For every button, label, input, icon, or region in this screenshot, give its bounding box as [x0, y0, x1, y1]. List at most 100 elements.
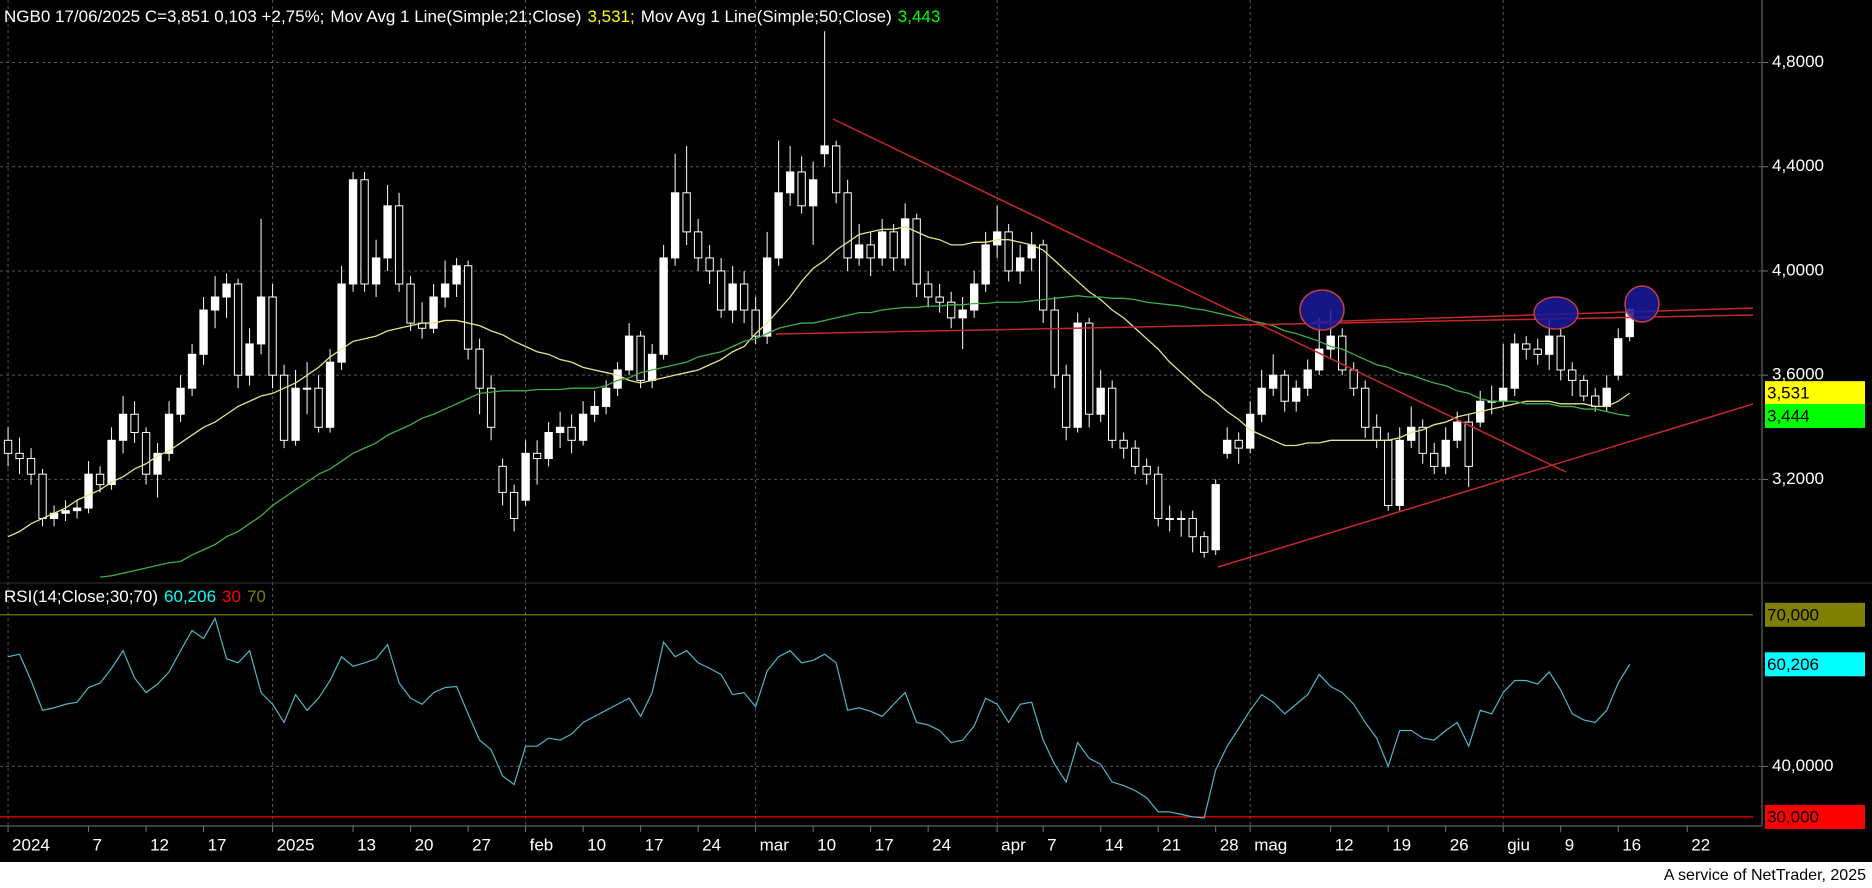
x-tick-label: 7 — [93, 835, 102, 854]
candle-body — [1545, 335, 1554, 355]
candle-body — [1579, 379, 1588, 397]
candle-body — [1418, 426, 1427, 454]
x-tick-label: 26 — [1450, 835, 1469, 854]
candle-body — [176, 387, 185, 415]
highlight-circle — [1299, 289, 1345, 331]
candle-body — [360, 179, 369, 285]
legend-value: 3,531; — [587, 7, 634, 26]
legend-value: 60,206 — [164, 587, 216, 606]
candle-body — [555, 426, 565, 433]
candle-body — [1050, 309, 1059, 376]
candle-body — [199, 309, 208, 355]
candle-body — [107, 439, 116, 486]
x-tick-label: 2024 — [12, 835, 50, 854]
candle-body — [291, 387, 300, 441]
candle-body — [1533, 348, 1542, 355]
candle-body — [1591, 395, 1600, 407]
candle-body — [946, 301, 956, 319]
trend-line — [1312, 307, 1754, 323]
overlay: 3,531 3,444 NGB0 17/06/2025 C=3,851 0,103 … — [4, 7, 1865, 829]
candle-body — [153, 452, 162, 475]
x-tick-label: apr — [1001, 835, 1026, 854]
x-tick-label: mar — [760, 835, 790, 854]
candle-body — [256, 296, 266, 345]
candle-body — [1073, 322, 1082, 428]
candle-body — [1338, 335, 1347, 371]
candle-body — [532, 452, 542, 460]
candle-body — [440, 283, 450, 298]
y-tick-label: 3,6000 — [1772, 365, 1824, 384]
candle-body — [452, 265, 461, 285]
x-tick-label: 22 — [1691, 835, 1710, 854]
header: NGB0 17/06/2025 C=3,851 0,103 +2,75%; Mov… — [4, 7, 940, 26]
candle-body — [774, 192, 783, 259]
candle-body — [969, 283, 979, 311]
x-tick-label: 10 — [817, 835, 836, 854]
candle-body — [716, 270, 726, 311]
candle-body — [1315, 348, 1324, 371]
candle-body — [831, 145, 841, 194]
candle-body — [95, 473, 105, 486]
candle-body — [1038, 244, 1048, 311]
candle-body — [820, 145, 829, 155]
candle-body — [233, 283, 243, 376]
highlight-circle — [1533, 296, 1579, 330]
level-label: 30,000 — [1767, 807, 1819, 826]
candle-body — [601, 387, 611, 407]
x-tick-label: 2025 — [277, 835, 315, 854]
candle-body — [26, 458, 36, 475]
candle-body — [1395, 439, 1404, 506]
candle-body — [210, 296, 220, 311]
x-tick-label: 24 — [702, 835, 721, 854]
candle-body — [245, 343, 254, 376]
candle-body — [475, 348, 484, 389]
candle-body — [785, 171, 795, 194]
legend-name: Mov Avg 1 Line(Simple;50;Close) — [641, 7, 892, 26]
candle-body — [728, 283, 737, 311]
candle-body — [1602, 387, 1611, 407]
moving-average-line — [99, 295, 1630, 578]
candle-body — [314, 387, 323, 428]
x-tick-label: 7 — [1047, 835, 1056, 854]
y-tick-label: 3,2000 — [1772, 469, 1824, 488]
candle-body — [84, 473, 93, 509]
plot-area — [0, 31, 1753, 819]
candle-body — [463, 265, 473, 350]
candle-body — [1349, 369, 1358, 389]
candle-body — [1326, 335, 1335, 350]
x-tick-label: 17 — [875, 835, 894, 854]
candle-body — [843, 192, 852, 259]
candle-body — [981, 244, 990, 285]
candle-body — [1142, 465, 1151, 475]
footer-band — [0, 862, 1872, 888]
candle-body — [762, 257, 772, 337]
moving-average-line — [7, 225, 1631, 538]
candle-body — [900, 218, 910, 259]
grid: 2024 7 12 17 2025 13 20 27 feb 10 17 24 mar 10 17 24 apr… — [0, 0, 1833, 854]
x-tick-label: 17 — [645, 835, 664, 854]
candle-body — [1130, 447, 1140, 467]
candle-body — [279, 374, 289, 441]
candle-body — [3, 439, 13, 454]
candle-body — [1211, 484, 1220, 551]
candle-body — [325, 361, 335, 428]
candle-body — [1522, 343, 1531, 350]
candle-body — [429, 296, 438, 329]
candle-body — [544, 431, 553, 460]
candle-body — [1453, 421, 1462, 441]
candle-body — [1177, 517, 1186, 520]
candle-body — [509, 491, 519, 519]
candle-body — [1096, 387, 1105, 415]
trend-drawings — [775, 118, 1754, 568]
candle-body — [808, 179, 818, 207]
candle-body — [1303, 369, 1312, 389]
candle-body — [797, 171, 806, 207]
trend-line — [775, 314, 1754, 335]
candle-body — [1269, 374, 1278, 389]
last-value-label-box — [1765, 652, 1865, 677]
candle-body — [61, 510, 70, 514]
candle-body — [682, 192, 691, 233]
candle-body — [889, 231, 898, 259]
x-tick-label: 16 — [1622, 835, 1641, 854]
